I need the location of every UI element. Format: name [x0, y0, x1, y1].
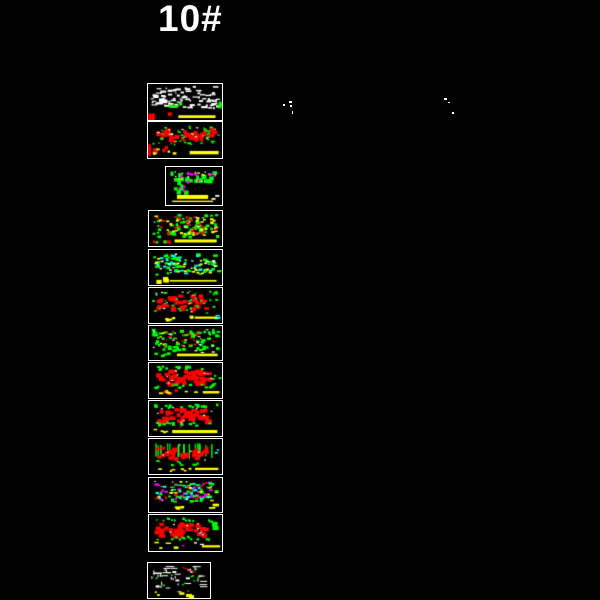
sheet-05-wall-plan[interactable] — [148, 249, 223, 286]
sheet-07-slab-plan-linework — [149, 326, 222, 360]
sheet-02-foundation-plan[interactable] — [147, 121, 223, 159]
stray-mark — [292, 111, 293, 114]
sheet-03-pile-details[interactable] — [165, 166, 223, 206]
sheet-08-beam-reinforcement-linework — [149, 363, 222, 398]
sheet-08-beam-reinforcement[interactable] — [148, 362, 223, 399]
sheet-09-beam-reinforcement-2[interactable] — [148, 400, 223, 437]
stray-mark — [283, 104, 285, 106]
stray-mark — [290, 105, 292, 107]
sheet-10-slab-reinforcement[interactable] — [148, 438, 223, 475]
sheet-04-column-plan[interactable] — [148, 210, 223, 247]
stray-mark — [289, 101, 292, 103]
sheet-11-staircase[interactable] — [148, 477, 223, 513]
sheet-13-details-linework — [148, 563, 210, 598]
sheet-09-beam-reinforcement-2-linework — [149, 401, 222, 436]
stray-mark — [444, 98, 447, 100]
sheet-12-roof-beam-linework — [149, 515, 222, 551]
sheet-07-slab-plan[interactable] — [148, 325, 223, 361]
sheet-11-staircase-linework — [149, 478, 222, 512]
stray-mark — [452, 112, 454, 114]
sheet-12-roof-beam[interactable] — [148, 514, 223, 552]
sheet-01-general-notes[interactable] — [147, 83, 223, 121]
sheet-06-beam-plan[interactable] — [148, 287, 223, 324]
sheet-05-wall-plan-linework — [149, 250, 222, 285]
sheet-02-foundation-plan-linework — [148, 122, 222, 158]
sheet-10-slab-reinforcement-linework — [149, 439, 222, 474]
sheet-06-beam-plan-linework — [149, 288, 222, 323]
sheet-01-general-notes-linework — [148, 84, 222, 120]
drawing-set-title: 10# — [158, 0, 223, 39]
stray-mark — [448, 102, 450, 103]
sheet-13-details[interactable] — [147, 562, 211, 599]
sheet-04-column-plan-linework — [149, 211, 222, 246]
sheet-03-pile-details-linework — [166, 167, 222, 205]
